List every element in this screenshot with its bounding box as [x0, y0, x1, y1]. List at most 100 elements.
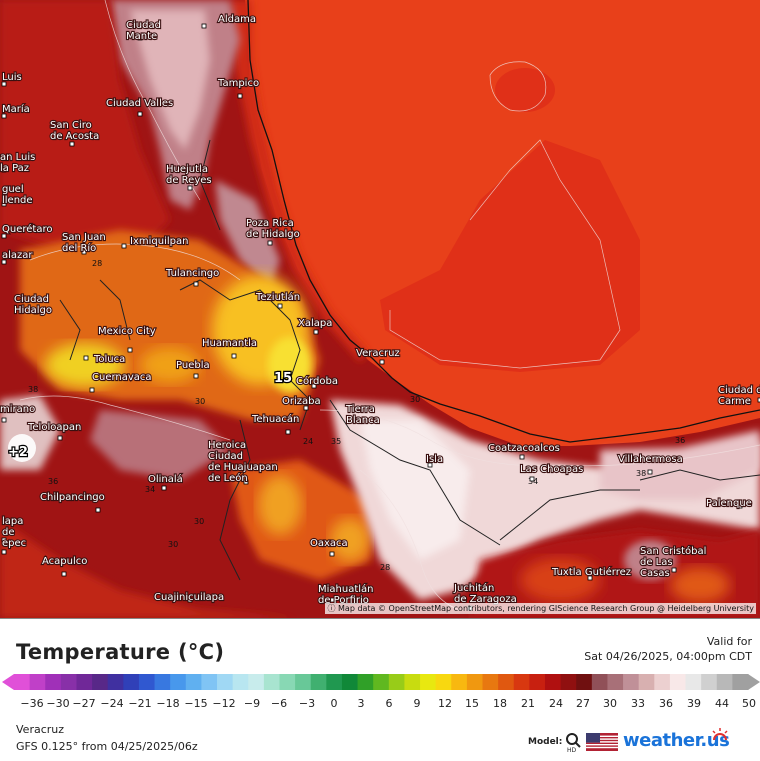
city-37[interactable]: Chilpancingo [39, 491, 106, 513]
city-marker [303, 405, 309, 411]
city-0[interactable]: Aldama [201, 13, 257, 29]
city-46[interactable]: Juchitán de Zaragoza [452, 581, 518, 611]
iso-label: 28 [92, 259, 102, 268]
city-marker [1, 81, 7, 87]
city-1[interactable]: Ciudad Mante [125, 19, 162, 43]
poza-rica-strip [215, 180, 280, 290]
colorbar-segment [482, 674, 499, 690]
tabasco-pale [600, 430, 760, 500]
city-32[interactable]: Las Choapas [519, 463, 584, 482]
city-25[interactable]: Córdoba [295, 374, 339, 389]
city-marker [137, 111, 143, 117]
city-19[interactable]: Mexico City [97, 325, 157, 353]
colorbar-segment [732, 674, 749, 690]
city-label: Huejutla de Reyes [166, 164, 212, 186]
city-34[interactable]: Ciudad deCarme [717, 384, 760, 408]
map-attribution: ⓘ Map data © OpenStreetMap contributors,… [325, 603, 756, 614]
info-icon[interactable]: ⓘ [327, 604, 336, 613]
city-41[interactable]: San Cristóbal de Las Casas [639, 544, 708, 580]
city-8[interactable]: Huejutla de Reyes [165, 163, 213, 191]
iso-label: 30 [194, 517, 204, 526]
colorbar-segment [248, 674, 265, 690]
weather-us-logo[interactable]: weather.us [623, 730, 730, 751]
city-16[interactable]: Ciudad Hidalgo [13, 293, 53, 317]
city-13[interactable]: Ixmiquilpan [121, 235, 190, 249]
city-18[interactable]: Xalapa [297, 317, 333, 335]
city-3[interactable]: María [1, 102, 31, 119]
city-35[interactable]: Isla [425, 453, 444, 468]
city-21[interactable]: Toluca [83, 353, 126, 366]
temperature-map[interactable]: 28 30 24 35 36 38 34 30 34 30 36 38 28 3… [0, 0, 760, 618]
city-22[interactable]: Puebla [175, 359, 211, 379]
city-39[interactable]: lapa de [1, 515, 24, 543]
city-4[interactable]: Tampico [216, 77, 260, 99]
city-marker [671, 567, 677, 573]
us-flag-icon[interactable] [586, 733, 618, 751]
city-marker [187, 185, 193, 191]
city-marker [137, 35, 143, 41]
colorbar-segment [576, 674, 593, 690]
city-5[interactable]: Ciudad Valles [105, 97, 174, 117]
city-47[interactable]: mirano [0, 403, 36, 423]
city-marker [277, 303, 283, 309]
city-42[interactable]: Acapulco [41, 555, 88, 577]
city-label: Tuxtla Gutiérrez [551, 566, 631, 578]
city-label: Teziutlán [255, 291, 300, 303]
city-marker [193, 281, 199, 287]
city-29[interactable]: Teloloapan [26, 421, 82, 441]
attribution-text: Map data © OpenStreetMap contributors, r… [338, 604, 754, 613]
city-28[interactable]: Tehuacán [250, 412, 300, 435]
city-20[interactable]: Huamantla [201, 337, 258, 359]
city-26[interactable]: Orizaba [281, 395, 322, 411]
city-40[interactable]: Oaxaca [309, 537, 349, 557]
colorbar-segment [623, 674, 640, 690]
city-38[interactable]: Palenque [705, 497, 753, 510]
city-label: Aldama [218, 14, 256, 25]
city-marker [647, 469, 653, 475]
city-44[interactable]: Cuajinicuilapa [153, 591, 225, 604]
chiapas-spot2 [670, 567, 730, 603]
city-43[interactable]: Tuxtla Gutiérrez [550, 565, 632, 581]
city-30[interactable]: Heroica Ciudad de Huajuapan de León [207, 439, 279, 485]
city-14[interactable]: Poza Rica de Hidalgo [245, 217, 301, 246]
colorbar-segment [76, 674, 93, 690]
city-17[interactable]: Teziutlán [254, 290, 301, 309]
colorbar-tick: 18 [493, 697, 507, 710]
colorbar-segment [701, 674, 718, 690]
city-marker [313, 329, 319, 335]
colorbar-tick: −12 [212, 697, 236, 710]
city-31[interactable]: Coatzacoalcos [487, 442, 561, 460]
guerrero-pink [90, 410, 230, 480]
city-6[interactable]: San Ciro de Acosta [49, 119, 100, 147]
city-27[interactable]: Tierra Blanca [344, 403, 381, 427]
city-23[interactable]: Cuernavaca [89, 371, 153, 393]
city-10[interactable]: Querétaro [1, 222, 54, 239]
city-24[interactable]: Veracruz [355, 347, 401, 365]
point-temperature-value: 15 [274, 371, 292, 386]
colorbar-segment [654, 674, 671, 690]
city-2[interactable]: Luis [1, 71, 23, 87]
valid-date: Sat 04/26/2025, 04:00pm CDT [584, 650, 752, 663]
iso-label: 34 [528, 477, 538, 486]
city-15[interactable]: Tulancingo [164, 267, 220, 287]
city-48[interactable]: epec [1, 537, 27, 555]
city-label: guel llende [2, 184, 33, 206]
city-marker [427, 462, 433, 468]
city-marker [57, 435, 63, 441]
color-scale-bar [2, 674, 760, 690]
city-12[interactable]: San Juan del Río [61, 231, 107, 255]
iso-label: 30 [168, 540, 178, 549]
city-9[interactable]: guel llende [1, 183, 34, 207]
colorbar-segment [107, 674, 124, 690]
pacific-coast [0, 520, 300, 618]
city-33[interactable]: Villahermosa [617, 453, 684, 475]
colorbar-segment [607, 674, 624, 690]
iso-label: 38 [28, 385, 38, 394]
city-label: San Cristóbal de Las Casas [640, 545, 706, 579]
city-label: lapa de [2, 516, 23, 538]
city-11[interactable]: alazar [1, 249, 35, 265]
city-36[interactable]: Olinalá [147, 472, 184, 491]
city-7[interactable]: an Luis la Paz [0, 151, 36, 175]
hd-search-icon[interactable]: HD [564, 732, 584, 752]
colorbar-segment [716, 674, 733, 690]
